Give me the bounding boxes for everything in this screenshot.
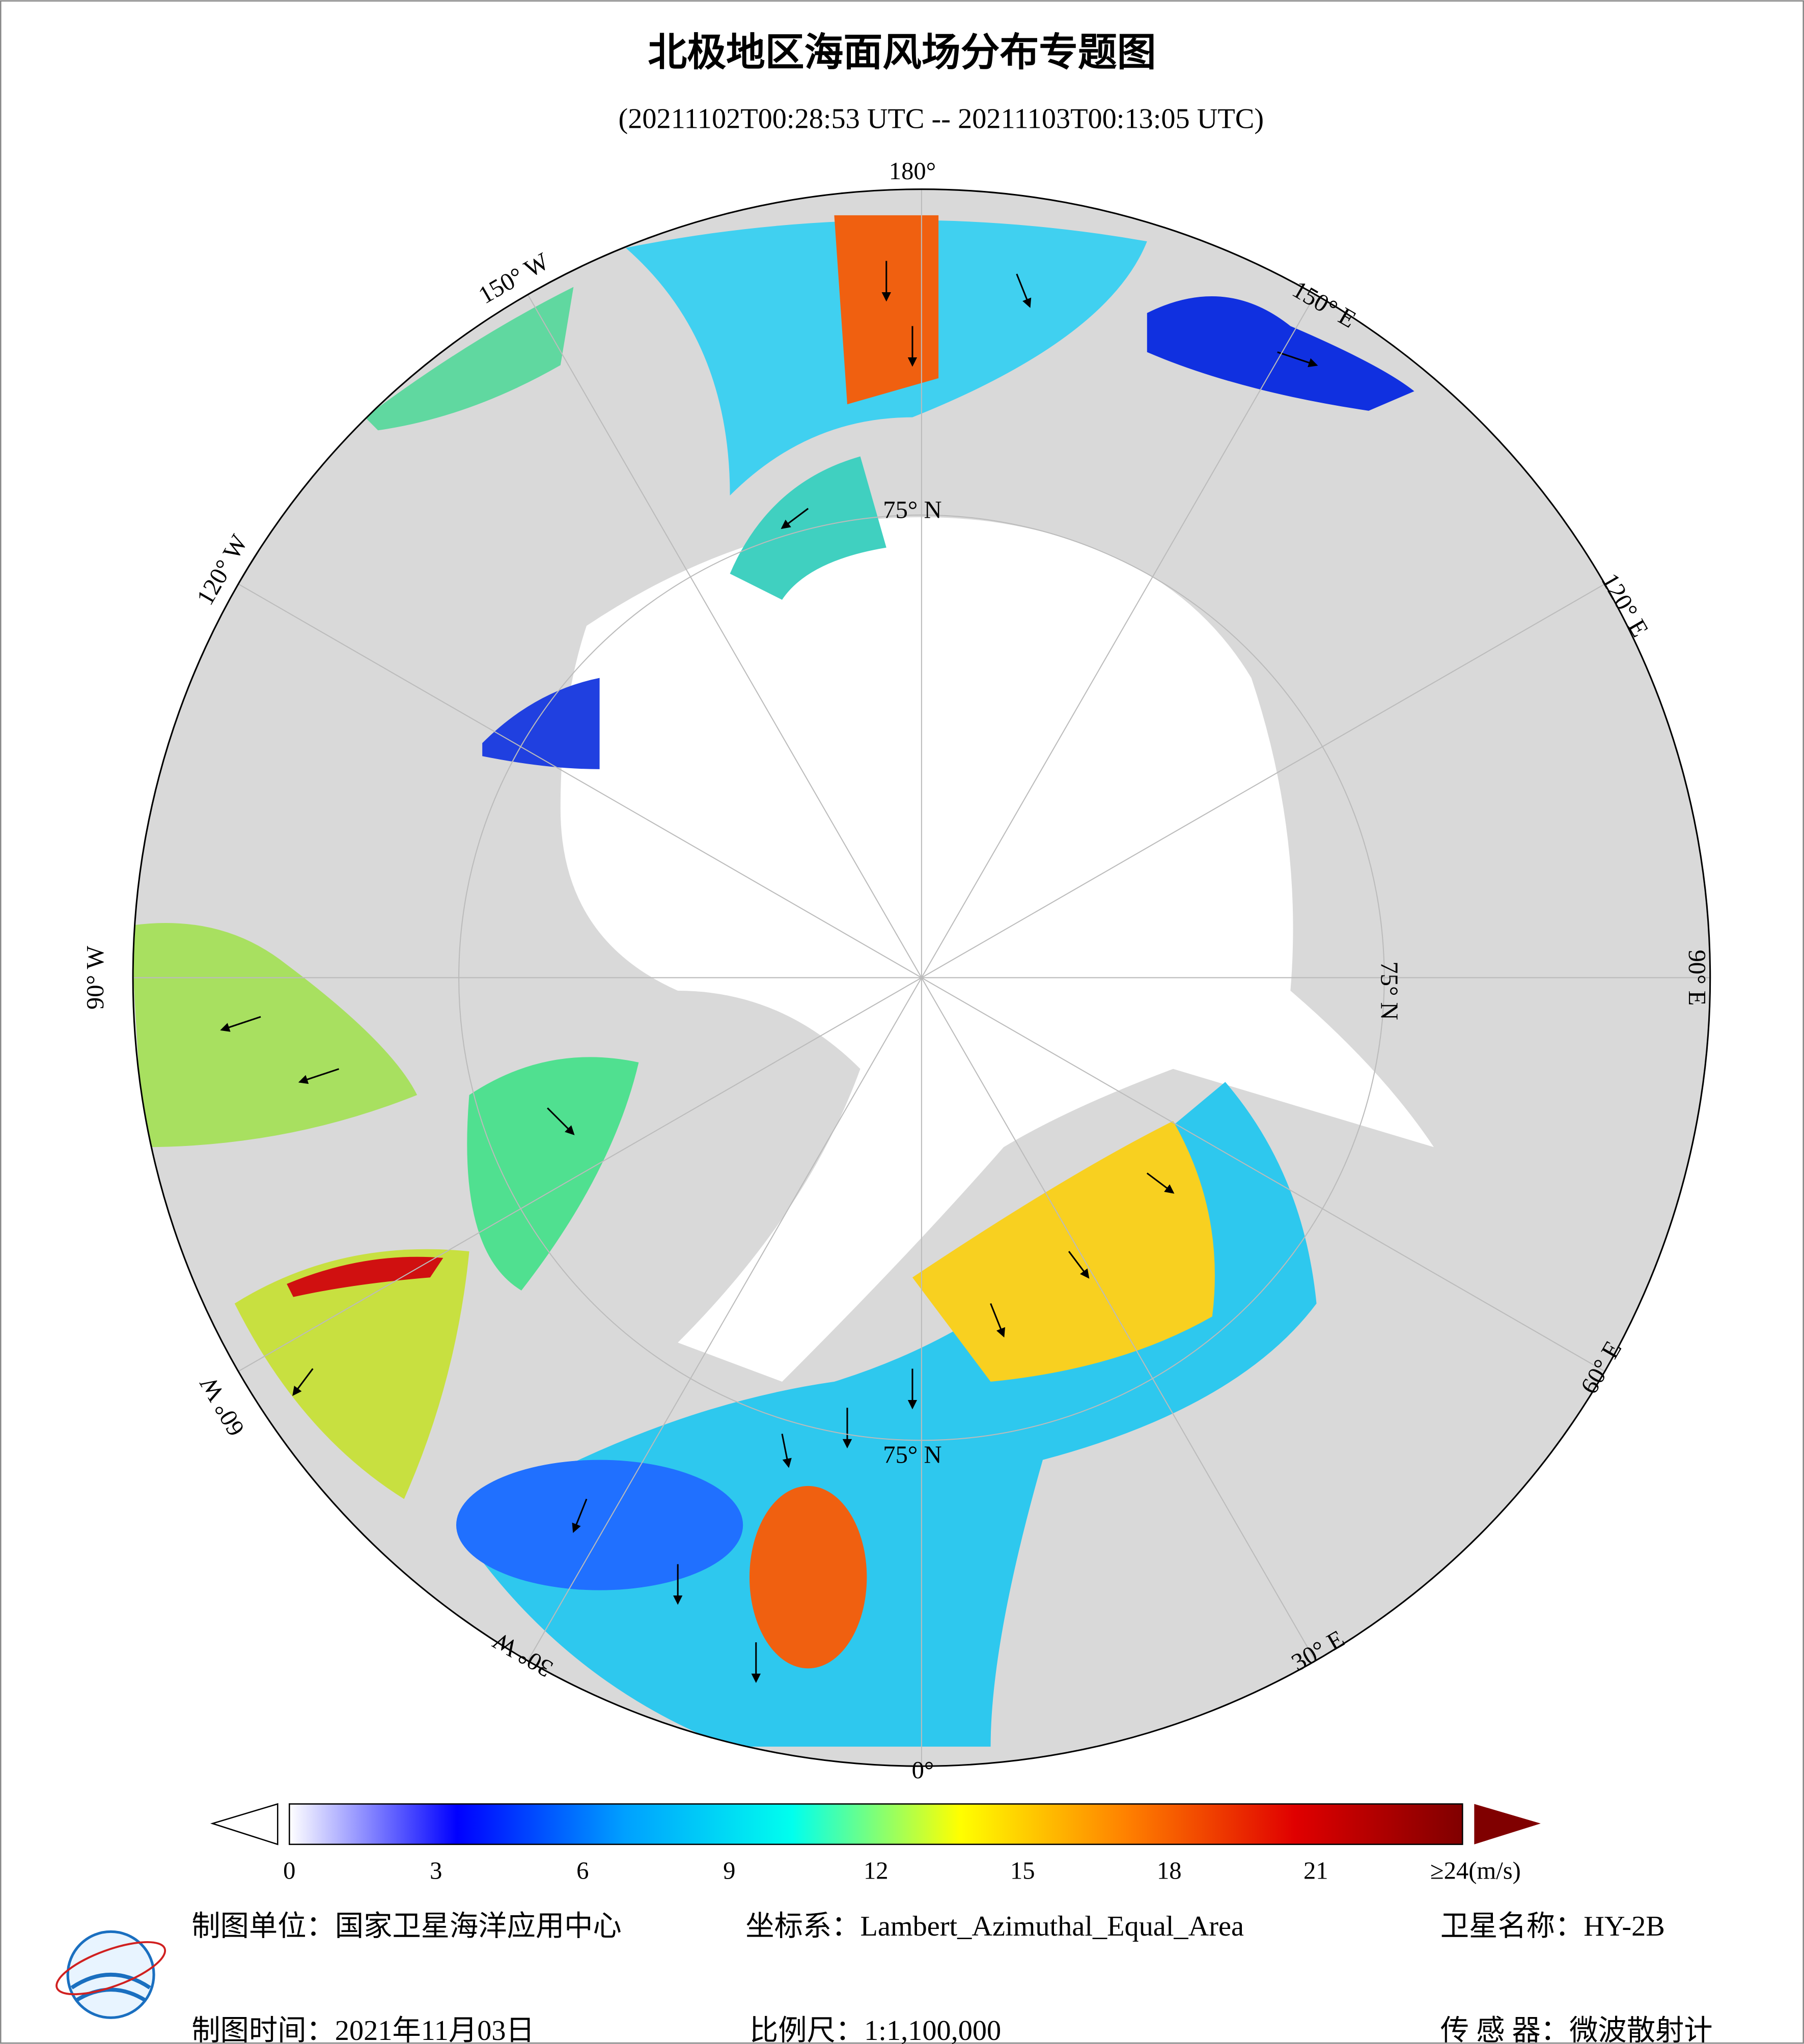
- wind-field: [912, 1121, 1215, 1382]
- wind-field: [749, 1486, 867, 1669]
- colorbar-tick-label: ≥24(m/s): [1430, 1857, 1521, 1884]
- wind-field: [482, 678, 600, 769]
- lat-label: 75° N: [883, 1441, 941, 1469]
- wind-field: [730, 456, 886, 600]
- footer-item: 传 感 器：微波散射计: [1440, 2015, 1713, 2044]
- wind-field: [133, 922, 418, 1147]
- lon-label: 0°: [912, 1756, 934, 1784]
- colorbar-over: [1474, 1804, 1541, 1844]
- lon-label: 90° W: [81, 946, 109, 1010]
- map: [133, 189, 1710, 1767]
- colorbar-tick-label: 9: [723, 1857, 735, 1884]
- logo: [55, 1930, 166, 2019]
- wind-field: [287, 1256, 443, 1297]
- colorbar: 0 3 6 9 12 15 18 21 ≥24(m/s): [210, 1803, 1541, 1884]
- colorbar-tick-label: 12: [864, 1857, 889, 1884]
- lon-label: 180°: [889, 157, 936, 185]
- colorbar-tick-label: 15: [1010, 1857, 1035, 1884]
- subtitle: (20211102T00:28:53 UTC -- 20211103T00:13…: [618, 103, 1264, 134]
- lat-label: 75° N: [883, 496, 941, 524]
- footer-item: 制图时间：2021年11月03日: [191, 2015, 534, 2044]
- colorbar-tick-label: 0: [283, 1857, 295, 1884]
- graticule: [133, 189, 1710, 1767]
- colorbar-tick-label: 21: [1303, 1857, 1328, 1884]
- colorbar-tick-label: 18: [1157, 1857, 1182, 1884]
- lon-label: 90° E: [1683, 949, 1711, 1005]
- wind-field: [365, 287, 574, 431]
- wind-field: [234, 1249, 469, 1499]
- wind-field: [834, 215, 939, 405]
- lat-label: 75° N: [1376, 961, 1403, 1020]
- title: 北极地区海面风场分布专题图: [648, 30, 1156, 75]
- wind-field: [467, 1057, 639, 1291]
- wind-field: [456, 1460, 743, 1590]
- lat-labels: 75° N 75° N 75° N: [883, 496, 1403, 1469]
- sea-ice: [560, 517, 1434, 1382]
- footer-item: 制图单位：国家卫星海洋应用中心: [191, 1911, 621, 1942]
- colorbar-under: [210, 1803, 279, 1845]
- colorbar-tick-label: 3: [430, 1857, 442, 1884]
- map-border: [132, 188, 1711, 1767]
- footer-item: 卫星名称：HY-2B: [1440, 1911, 1665, 1942]
- colorbar-bar: [289, 1803, 1463, 1845]
- colorbar-tick-label: 6: [576, 1857, 589, 1884]
- footer-item: 比例尺：1:1,100,000: [750, 2015, 1001, 2044]
- footer: 制图单位：国家卫星海洋应用中心 坐标系：Lambert_Azimuthal_Eq…: [191, 1911, 1712, 2044]
- wind-arrows: [220, 261, 1318, 1683]
- footer-item: 坐标系：Lambert_Azimuthal_Equal_Area: [745, 1911, 1244, 1942]
